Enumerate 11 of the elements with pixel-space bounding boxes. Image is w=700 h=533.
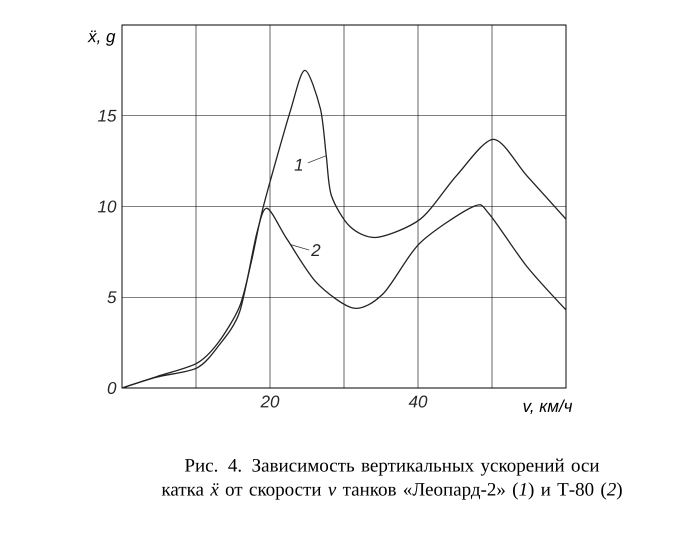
- x-tick-label: 20: [260, 396, 280, 408]
- y-tick-label: 0: [108, 382, 116, 394]
- y-axis-title: ẍ, g: [87, 30, 116, 46]
- y-tick-label: 10: [98, 200, 116, 213]
- x-tick-label: 40: [408, 396, 428, 408]
- y-tick-label: 5: [107, 291, 117, 304]
- x-axis-title: v, км/ч: [524, 400, 572, 414]
- annotation: 1: [294, 158, 302, 171]
- annotation: 2: [311, 244, 320, 256]
- y-tick-label: 15: [98, 110, 117, 122]
- chart-title: Рис. 4. Зависимость вертикальных ускорений оси катка ẍ от скорости v танков «Леопард-2» (1) и Т-80 (2): [162, 458, 622, 500]
